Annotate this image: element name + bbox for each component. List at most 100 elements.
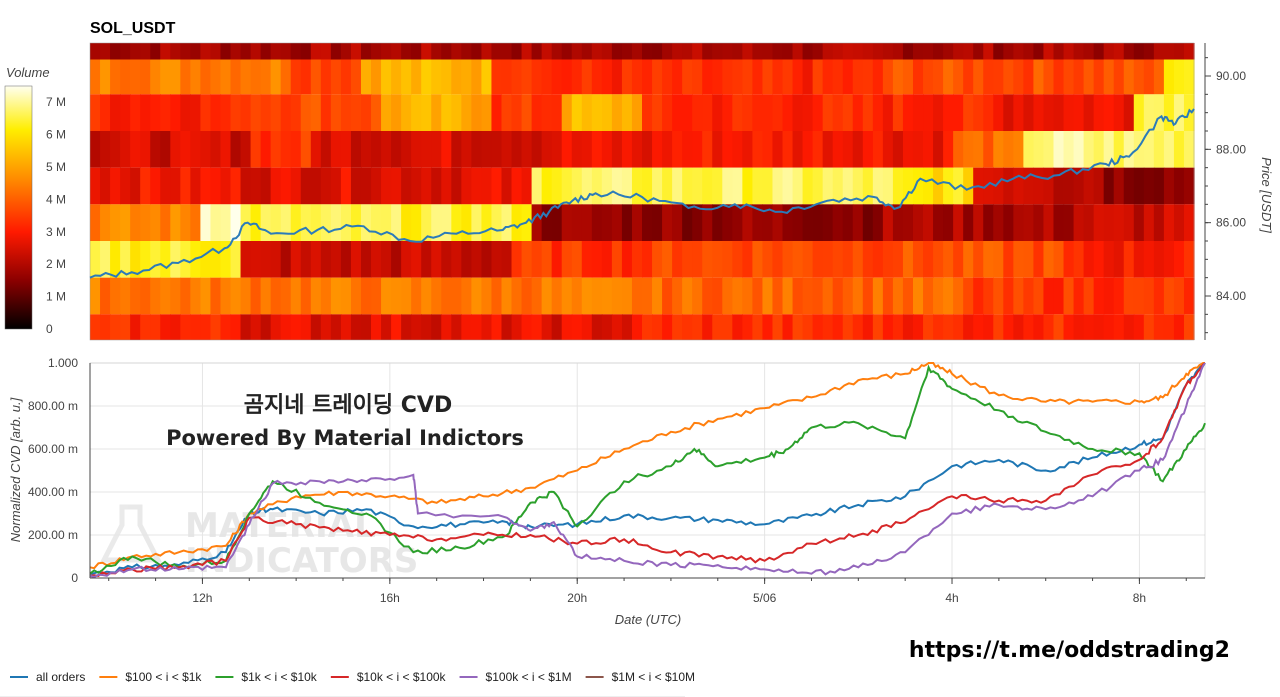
heatmap-cell bbox=[1183, 59, 1195, 95]
heatmap-cell bbox=[742, 314, 753, 340]
heatmap-cell bbox=[1103, 241, 1115, 278]
legend-label: $100 < i < $1k bbox=[125, 670, 202, 684]
heatmap-cell bbox=[862, 43, 874, 60]
heatmap-cell bbox=[170, 277, 181, 315]
heatmap-cell bbox=[1133, 277, 1145, 315]
heatmap-cell bbox=[441, 131, 452, 168]
heatmap-cell bbox=[1033, 131, 1045, 168]
heatmap-cell bbox=[501, 59, 513, 95]
heatmap-cell bbox=[130, 277, 141, 315]
heatmap-cell bbox=[320, 204, 332, 241]
heatmap-cell bbox=[1153, 43, 1165, 60]
heatmap-cell bbox=[521, 314, 533, 340]
heatmap-cell bbox=[973, 241, 984, 278]
heatmap-cell bbox=[601, 43, 613, 60]
heatmap-cell bbox=[662, 314, 673, 340]
heatmap-cell bbox=[120, 131, 131, 168]
heatmap-cell bbox=[100, 277, 111, 315]
heatmap-cell bbox=[581, 204, 593, 241]
heatmap-cell bbox=[270, 241, 282, 278]
heatmap-cell bbox=[471, 241, 483, 278]
heatmap-cell bbox=[722, 59, 733, 95]
heatmap-cell bbox=[611, 43, 623, 60]
cvd-series-line bbox=[89, 362, 1205, 570]
heatmap-cell bbox=[521, 59, 533, 95]
flask-icon bbox=[99, 504, 163, 563]
heatmap-cell bbox=[752, 204, 764, 241]
heatmap-cell bbox=[892, 241, 904, 278]
heatmap-cell bbox=[872, 277, 884, 315]
heatmap-cell bbox=[722, 94, 733, 131]
legend: all orders $100 < i < $1k $1k < i < $10k $1… bbox=[10, 670, 695, 684]
heatmap-cell bbox=[200, 43, 212, 60]
cvd-y-axis: 0 200.00 m 400.00 m 600.00 m 800.00 m 1.000 bbox=[28, 356, 91, 585]
heatmap-cell bbox=[561, 59, 573, 95]
heatmap-cell bbox=[782, 204, 794, 241]
heatmap-cell bbox=[752, 277, 764, 315]
heatmap-cell bbox=[381, 277, 392, 315]
heatmap-cell bbox=[762, 314, 774, 340]
heatmap-cell bbox=[1053, 94, 1065, 131]
heatmap-cell bbox=[782, 59, 794, 95]
heatmap-cell bbox=[561, 277, 573, 315]
heatmap-cell bbox=[300, 131, 312, 168]
heatmap-cell bbox=[712, 314, 723, 340]
heatmap-cell bbox=[180, 94, 191, 131]
heatmap-cell bbox=[943, 204, 954, 241]
heatmap-cell bbox=[1013, 131, 1024, 168]
heatmap-cell bbox=[993, 94, 1004, 131]
heatmap-cell bbox=[662, 94, 673, 131]
heatmap-cell bbox=[1133, 43, 1145, 60]
heatmap-cell bbox=[260, 131, 272, 168]
colorbar-tick-label: 7 M bbox=[46, 95, 66, 109]
heatmap-cell bbox=[1023, 94, 1035, 131]
heatmap-cell bbox=[672, 277, 683, 315]
heatmap-cell bbox=[230, 314, 242, 340]
heatmap-cell bbox=[210, 131, 222, 168]
heatmap-cell bbox=[631, 167, 643, 205]
heatmap-cell bbox=[1023, 241, 1035, 278]
heatmap-cell bbox=[692, 131, 703, 168]
heatmap-cell bbox=[852, 204, 864, 241]
heatmap-cell bbox=[832, 131, 844, 168]
heatmap-cell bbox=[782, 94, 794, 131]
heatmap-cell bbox=[973, 314, 984, 340]
price-tick-label: 86.00 bbox=[1216, 216, 1246, 230]
heatmap-cell bbox=[973, 94, 984, 131]
heatmap-cell bbox=[1173, 314, 1185, 340]
heatmap-cell bbox=[1133, 94, 1145, 131]
heatmap-cell bbox=[551, 131, 563, 168]
heatmap-cell bbox=[411, 59, 422, 95]
heatmap-cell bbox=[1013, 59, 1024, 95]
heatmap-cell bbox=[1163, 131, 1175, 168]
heatmap-cell bbox=[461, 59, 472, 95]
heatmap-cell bbox=[672, 59, 683, 95]
heatmap-cell bbox=[371, 94, 382, 131]
heatmap-cell bbox=[702, 131, 713, 168]
heatmap-cell bbox=[652, 204, 663, 241]
heatmap-cell bbox=[822, 94, 834, 131]
heatmap-cell bbox=[1033, 204, 1045, 241]
heatmap-cell bbox=[1163, 94, 1175, 131]
heatmap-cell bbox=[391, 43, 402, 60]
heatmap-cell bbox=[1143, 43, 1155, 60]
heatmap-cell bbox=[541, 167, 553, 205]
heatmap-cell bbox=[953, 131, 964, 168]
heatmap-cell bbox=[220, 167, 232, 205]
heatmap-cell bbox=[862, 241, 874, 278]
heatmap-cell bbox=[1033, 59, 1045, 95]
heatmap-cell bbox=[561, 204, 573, 241]
telegram-link[interactable]: https://t.me/oddstrading2 bbox=[909, 638, 1230, 663]
heatmap-cell bbox=[842, 167, 854, 205]
heatmap-cell bbox=[621, 204, 633, 241]
heatmap-cell bbox=[1023, 277, 1035, 315]
heatmap-cell bbox=[200, 241, 212, 278]
heatmap-cell bbox=[330, 94, 342, 131]
heatmap-cell bbox=[631, 43, 643, 60]
heatmap-cell bbox=[310, 59, 322, 95]
heatmap-cell bbox=[802, 131, 814, 168]
heatmap-cell bbox=[240, 277, 252, 315]
heatmap-cell bbox=[832, 59, 844, 95]
heatmap-cell bbox=[732, 131, 743, 168]
